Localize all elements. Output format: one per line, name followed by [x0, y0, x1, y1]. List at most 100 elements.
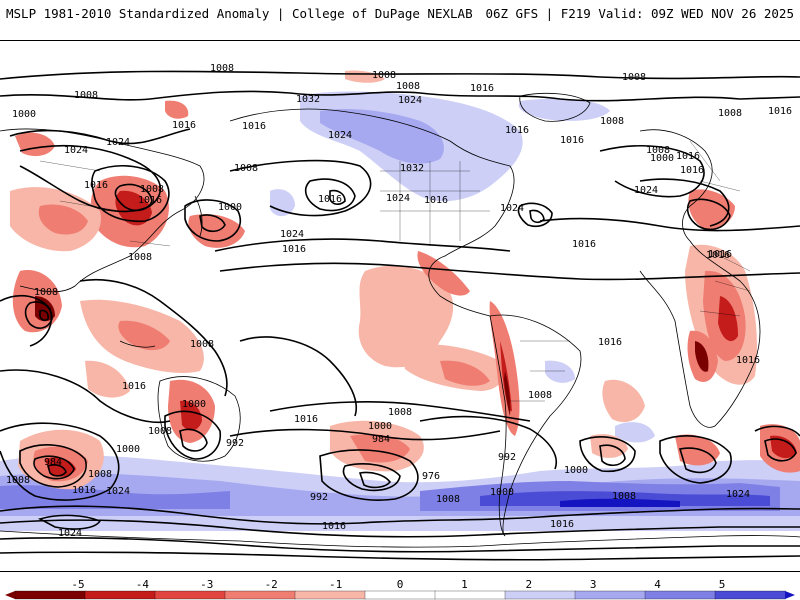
isobar-label: 1032 [296, 94, 320, 105]
colorbar-tick-label: 3 [589, 578, 597, 591]
world-map: 1008 1008 1008 1016 1008 1008 1000 1016 … [0, 40, 800, 572]
isobar-label: 1016 [138, 195, 162, 206]
isobar-label: 1008 [210, 63, 234, 74]
isobar-label: 1016 [736, 355, 760, 366]
isobar-label: 1016 [122, 381, 146, 392]
isobar-label: 1000 [12, 109, 36, 120]
isobar-label: 1000 [650, 153, 674, 164]
isobar-label: 1024 [106, 137, 130, 148]
isobar-label: 1016 [84, 180, 108, 191]
isobar-label: 1016 [706, 250, 730, 261]
isobar-label: 1008 [388, 407, 412, 418]
colorbar-left-arrow [5, 591, 15, 599]
valid-time-title: 06Z GFS | F219 Valid: 09Z WED NOV 26 202… [485, 6, 794, 21]
isobar-label: 1000 [116, 444, 140, 455]
isobar-label: 1008 [718, 108, 742, 119]
isobar-label: 1016 [708, 249, 732, 260]
isobar-label: 1016 [768, 106, 792, 117]
colorbar-segment [14, 590, 86, 600]
isobar-label: 1008 [74, 90, 98, 101]
map-canvas: 1008 1008 1008 1016 1008 1008 1000 1016 … [0, 63, 800, 561]
colorbar-segment [434, 590, 506, 600]
isobar-label: 1016 [572, 239, 596, 250]
isobar-label: 1016 [680, 165, 704, 176]
colorbar-segment [154, 590, 226, 600]
isobar-label: 1016 [242, 121, 266, 132]
isobar-label: 992 [498, 452, 516, 463]
colorbar-tick-label: 1 [461, 578, 468, 591]
isobar-label: 1016 [72, 485, 96, 496]
isobar-label: 1016 [505, 125, 529, 136]
isobar-label: 1024 [726, 489, 750, 500]
isobar-label: 1008 [372, 70, 396, 81]
isobar-label: 1000 [490, 487, 514, 498]
colorbar-segment [644, 590, 716, 600]
isobar-label: 1008 [612, 491, 636, 502]
colorbar-segment [364, 590, 436, 600]
isobar-label: 1016 [172, 120, 196, 131]
isobar-label: 1008 [622, 72, 646, 83]
colorbar-segment [714, 590, 786, 600]
isobar-label: 1000 [218, 202, 242, 213]
isobar-label: 1024 [106, 486, 130, 497]
isobar-label: 1008 [234, 163, 258, 174]
isobar-label: 1008 [128, 252, 152, 263]
colorbar-tick-label: 2 [525, 578, 533, 591]
negative-anomaly-shading [10, 70, 800, 490]
isobar-label: 992 [310, 492, 328, 503]
isobar-labels: 1008 1008 1008 1016 1008 1008 1000 1016 … [6, 63, 792, 539]
positive-anomaly-shading [0, 91, 800, 531]
isobar-label: 1016 [470, 83, 494, 94]
isobar-label: 1008 [600, 116, 624, 127]
isobar-contours [0, 70, 800, 561]
map-header: MSLP 1981-2010 Standardized Anomaly | Co… [0, 0, 800, 30]
isobar-label: 1008 [88, 469, 112, 480]
colorbar-tick-label: -5 [71, 578, 85, 591]
isobar-label: 1024 [386, 193, 410, 204]
isobar-label: 1024 [58, 528, 82, 539]
isobar-label: 992 [226, 438, 244, 449]
isobar-label: 1000 [564, 465, 588, 476]
colorbar-tick-label: -1 [328, 578, 343, 591]
isobar-label: 1024 [64, 145, 88, 156]
anomaly-colorbar: -5 -4 -3 -2 -1 0 1 2 3 4 5 [0, 578, 800, 600]
isobar-label: 1016 [282, 244, 306, 255]
colorbar-tick-label: -2 [264, 578, 278, 591]
coastlines [0, 92, 800, 548]
colorbar-segment [84, 590, 156, 600]
isobar-label: 1008 [646, 145, 670, 156]
isobar-label: 1032 [400, 163, 424, 174]
isobar-label: 1024 [328, 130, 352, 141]
isobar-label: 1024 [500, 203, 524, 214]
colorbar-tick-label: -4 [135, 578, 150, 591]
isobar-label: 976 [422, 471, 440, 482]
colorbar-segment [504, 590, 576, 600]
colorbar-segment [224, 590, 296, 600]
colorbar-right-arrow [785, 591, 795, 599]
isobar-label: 1000 [368, 421, 392, 432]
isobar-label: 1008 [528, 390, 552, 401]
colorbar-tick-label: 5 [718, 578, 726, 591]
isobar-label: 1008 [6, 475, 30, 486]
isobar-label: 1016 [424, 195, 448, 206]
isobar-label: 984 [372, 434, 390, 445]
colorbar-strip [5, 590, 795, 600]
isobar-label: 1008 [34, 287, 58, 298]
isobar-label: 984 [44, 457, 62, 468]
isobar-label: 1024 [280, 229, 304, 240]
isobar-label: 1008 [148, 426, 172, 437]
colorbar-tick-label: 4 [654, 578, 661, 591]
isobar-label: 1016 [294, 414, 318, 425]
isobar-label: 1000 [182, 399, 206, 410]
isobar-label: 1016 [318, 194, 342, 205]
colorbar-tick-label: 0 [396, 578, 404, 591]
colorbar-tick-label: -3 [200, 578, 214, 591]
isobar-label: 1016 [322, 521, 346, 532]
isobar-label: 1008 [396, 81, 420, 92]
isobar-label: 1016 [560, 135, 584, 146]
isobar-label: 1008 [436, 494, 460, 505]
colorbar-segment [574, 590, 646, 600]
isobar-label: 1016 [598, 337, 622, 348]
political-borders [39, 140, 751, 402]
product-title: MSLP 1981-2010 Standardized Anomaly | Co… [6, 6, 473, 21]
